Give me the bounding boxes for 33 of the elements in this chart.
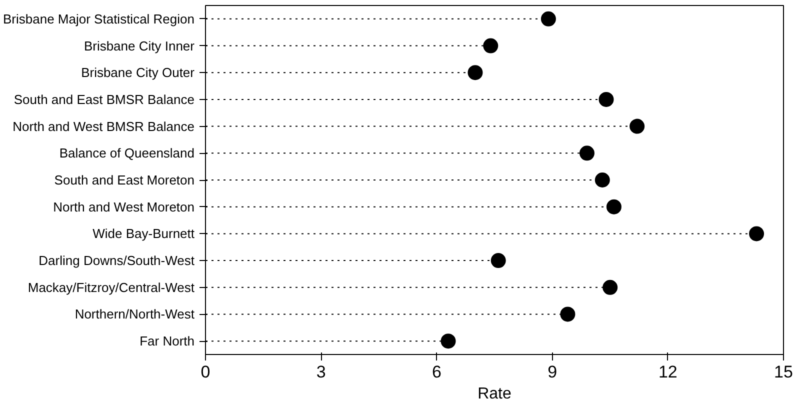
y-tick-label: Darling Downs/South-West (38, 253, 195, 268)
y-tick-label: North and West BMSR Balance (12, 118, 194, 134)
point (598, 92, 614, 107)
y-tick-label: Northern/North-West (74, 306, 195, 322)
y-tick-label: North and West Moreton (53, 199, 195, 214)
point (490, 253, 506, 268)
y-tick-label: Wide Bay-Burnett (92, 226, 195, 242)
y-tick-label: Mackay/Fitzroy/Central-West (28, 280, 195, 295)
point (560, 306, 576, 322)
point (594, 172, 610, 188)
y-tick-label: Brisbane Major Statistical Region (3, 11, 195, 26)
x-tick-label: 15 (774, 362, 793, 382)
x-tick-label: 12 (658, 362, 678, 382)
point (630, 118, 645, 134)
y-tick-label: Balance of Queensland (59, 146, 194, 161)
x-tick-label: 9 (548, 362, 558, 382)
point (468, 65, 483, 80)
point (749, 226, 764, 242)
y-tick-label: Far North (140, 334, 195, 349)
point (540, 11, 556, 26)
point (483, 38, 498, 54)
x-tick-label: 3 (316, 362, 326, 382)
y-tick-label: Brisbane City Outer (81, 65, 196, 80)
x-tick-label: 0 (200, 362, 210, 382)
y-tick-label: Brisbane City Inner (84, 38, 196, 54)
x-axis-title: Rate (478, 386, 512, 402)
point (606, 199, 622, 214)
point (579, 146, 594, 161)
y-tick-label: South and East Moreton (54, 172, 194, 188)
point (440, 334, 456, 349)
y-tick-label: South and East BMSR Balance (14, 92, 195, 107)
point (602, 280, 618, 295)
x-tick-label: 6 (432, 362, 442, 382)
